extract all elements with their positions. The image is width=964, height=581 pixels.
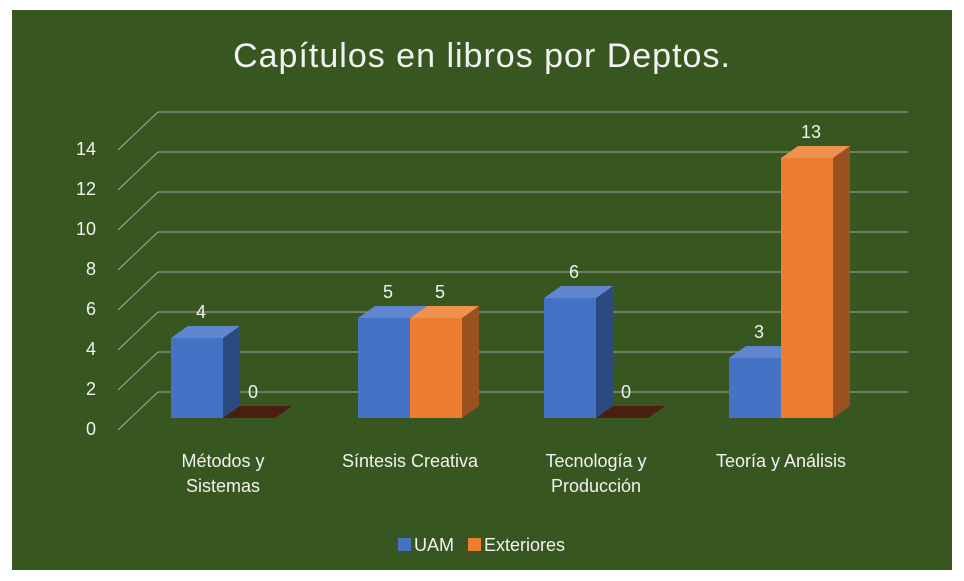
bar-side [223, 326, 240, 418]
y-tick-label: 6 [86, 299, 96, 319]
grid-line [117, 151, 908, 191]
bar-face [223, 406, 292, 418]
value-label: 5 [383, 282, 393, 302]
chart-title: Capítulos en libros por Deptos. [233, 37, 731, 75]
x-tick-label: Tecnología y Producción [545, 451, 647, 496]
y-tick-label: 14 [76, 139, 96, 159]
value-label: 6 [569, 262, 579, 282]
bar [223, 406, 292, 418]
bar-front [171, 338, 223, 418]
value-label: 3 [754, 322, 764, 342]
bar-front [781, 158, 833, 418]
bar-front [729, 358, 781, 418]
bar-front [544, 298, 596, 418]
grid-line [117, 311, 908, 351]
legend-swatch [468, 538, 481, 551]
bar-front [410, 318, 462, 418]
x-tick-label: Teoría y Análisis [715, 451, 847, 471]
value-label: 0 [248, 382, 258, 402]
y-tick-label: 2 [86, 379, 96, 399]
bar-top [729, 346, 798, 358]
bar-side [596, 286, 613, 418]
y-tick-label: 8 [86, 259, 96, 279]
bar-top [544, 286, 613, 298]
y-tick-label: 0 [86, 419, 96, 439]
legend-label: Exteriores [484, 535, 565, 555]
grid-line [117, 111, 908, 151]
bar [596, 406, 665, 418]
bar-front [358, 318, 410, 418]
bar-top [781, 146, 850, 158]
bar [781, 146, 850, 418]
bar-top [358, 306, 427, 318]
legend-label: UAM [414, 535, 454, 555]
grid-line [117, 231, 908, 271]
bar-top [410, 306, 479, 318]
x-tick-label: Métodos y Sistemas [181, 451, 265, 496]
value-label: 13 [801, 122, 821, 142]
grid-line [117, 271, 908, 311]
bar [544, 286, 613, 418]
grid-line [117, 391, 908, 431]
y-tick-label: 12 [76, 179, 96, 199]
bar-side [462, 306, 479, 418]
bar [410, 306, 479, 418]
value-label: 4 [196, 302, 206, 322]
bar-side [833, 146, 850, 418]
value-label: 5 [435, 282, 445, 302]
y-tick-label: 4 [86, 339, 96, 359]
bar [171, 326, 240, 418]
bar-top [171, 326, 240, 338]
legend-swatch [398, 538, 411, 551]
grid-line [117, 191, 908, 231]
x-tick-label: Síntesis Creativa [341, 451, 479, 471]
value-label: 0 [621, 382, 631, 402]
bar-face [596, 406, 665, 418]
grid-line [117, 351, 908, 391]
y-tick-label: 10 [76, 219, 96, 239]
